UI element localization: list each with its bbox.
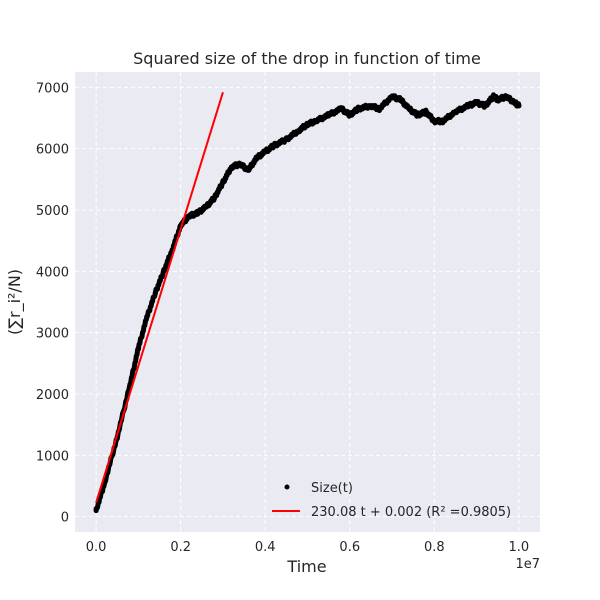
scatter-point bbox=[452, 109, 459, 115]
scatter-point bbox=[512, 100, 518, 106]
scatter-point bbox=[228, 164, 235, 170]
scatter-point bbox=[283, 136, 289, 143]
scatter-point bbox=[389, 93, 395, 100]
scatter-point bbox=[262, 149, 268, 155]
scatter-point bbox=[482, 103, 488, 109]
y-tick-label: 6000 bbox=[36, 143, 69, 158]
scatter-point bbox=[313, 118, 319, 124]
scatter-point bbox=[406, 106, 412, 112]
scatter-point bbox=[237, 161, 243, 167]
scatter-point bbox=[194, 210, 201, 216]
scatter-point bbox=[503, 93, 509, 100]
scatter-point bbox=[135, 345, 142, 351]
scatter-point bbox=[490, 93, 497, 100]
scatter-point bbox=[296, 127, 302, 133]
fit-line-series bbox=[95, 91, 224, 503]
legend-label-scatter: Size(t) bbox=[311, 481, 353, 496]
scatter-point bbox=[516, 103, 522, 109]
scatter-point bbox=[161, 268, 167, 274]
x-tick-label: 0.8 bbox=[424, 540, 445, 555]
y-axis-ticks: 0 1000 2000 3000 4000 5000 6000 7000 bbox=[36, 81, 69, 525]
y-tick-label: 5000 bbox=[36, 204, 69, 219]
scatter-point bbox=[465, 103, 471, 109]
scatter-point bbox=[245, 167, 251, 173]
x-axis-label: Time bbox=[286, 557, 326, 576]
scatter-point bbox=[376, 106, 382, 112]
scatter-point bbox=[271, 143, 277, 149]
scatter-point bbox=[355, 106, 361, 112]
scatter-point bbox=[423, 109, 429, 115]
x-tick-label: 0.4 bbox=[255, 540, 276, 555]
scatter-point bbox=[211, 195, 218, 201]
scatter-point bbox=[347, 112, 353, 118]
y-tick-label: 0 bbox=[61, 511, 69, 526]
plot-area bbox=[75, 72, 540, 532]
scatter-point bbox=[431, 118, 437, 124]
scatter-point bbox=[495, 97, 501, 103]
scatter-point bbox=[152, 290, 158, 296]
x-axis-ticks: 0.0 0.2 0.4 0.6 0.8 1.0 bbox=[86, 540, 529, 555]
fit-line bbox=[95, 91, 224, 503]
scatter-point bbox=[368, 103, 374, 109]
legend-marker-scatter bbox=[284, 484, 290, 490]
legend-label-line: 230.08 t + 0.002 (R² =0.9805) bbox=[311, 505, 511, 520]
x-tick-label: 0.0 bbox=[86, 540, 107, 555]
x-tick-label: 1.0 bbox=[509, 540, 530, 555]
y-tick-label: 3000 bbox=[36, 327, 69, 342]
y-tick-label: 7000 bbox=[36, 81, 69, 96]
y-tick-label: 1000 bbox=[36, 449, 69, 464]
x-axis-offset: 1e7 bbox=[515, 557, 540, 572]
x-tick-label: 0.2 bbox=[170, 540, 191, 555]
y-tick-label: 2000 bbox=[36, 388, 69, 403]
y-axis-label: (∑r_i²/N) bbox=[5, 269, 25, 335]
scatter-point bbox=[254, 155, 260, 161]
grid bbox=[75, 72, 540, 532]
chart-title: Squared size of the drop in function of … bbox=[133, 49, 481, 68]
scatter-point bbox=[326, 112, 332, 118]
scatter-point bbox=[220, 179, 226, 185]
scatter-point bbox=[440, 118, 446, 124]
scatter-point bbox=[93, 507, 99, 514]
scatter-point bbox=[144, 314, 150, 320]
scatter-point bbox=[203, 204, 209, 210]
scatter-point bbox=[186, 213, 192, 219]
scatter-point bbox=[414, 112, 421, 118]
scatter-point bbox=[338, 106, 344, 112]
y-tick-label: 4000 bbox=[36, 265, 69, 280]
scatter-point bbox=[397, 97, 404, 103]
scatter-point bbox=[473, 100, 480, 106]
scatter-point bbox=[304, 121, 311, 127]
legend: Size(t) 230.08 t + 0.002 (R² =0.9805) bbox=[272, 481, 511, 520]
x-tick-label: 0.6 bbox=[339, 540, 360, 555]
